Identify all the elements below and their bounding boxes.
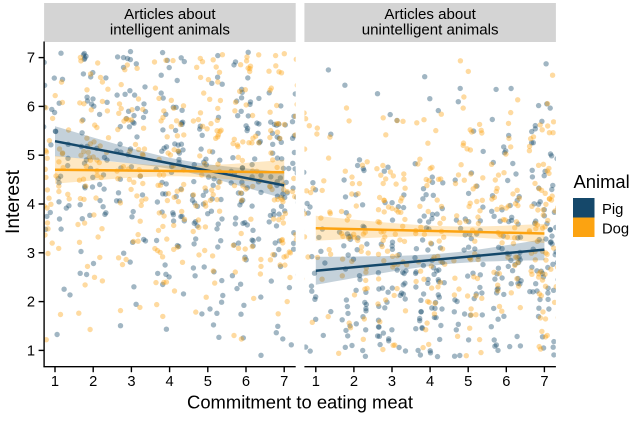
svg-text:6: 6	[27, 99, 35, 115]
svg-text:unintelligent animals: unintelligent animals	[362, 21, 499, 38]
svg-text:1: 1	[312, 374, 320, 390]
svg-text:Commitment to eating meat: Commitment to eating meat	[187, 392, 413, 413]
svg-text:4: 4	[166, 374, 174, 390]
svg-text:3: 3	[127, 374, 135, 390]
svg-text:5: 5	[27, 148, 35, 164]
svg-text:3: 3	[388, 374, 396, 390]
svg-text:Animal: Animal	[574, 171, 630, 192]
svg-text:Dog: Dog	[602, 221, 629, 237]
svg-text:7: 7	[540, 374, 548, 390]
svg-text:2: 2	[89, 374, 97, 390]
svg-text:4: 4	[27, 197, 35, 213]
svg-text:Pig: Pig	[602, 202, 623, 218]
svg-text:4: 4	[426, 374, 434, 390]
svg-text:7: 7	[280, 374, 288, 390]
svg-text:Articles about: Articles about	[384, 6, 476, 23]
svg-text:5: 5	[204, 374, 212, 390]
svg-text:6: 6	[242, 374, 250, 390]
svg-text:3: 3	[27, 246, 35, 262]
svg-text:1: 1	[51, 374, 59, 390]
svg-text:Articles about: Articles about	[124, 6, 216, 23]
svg-text:1: 1	[27, 343, 35, 359]
svg-text:5: 5	[464, 374, 472, 390]
svg-text:2: 2	[350, 374, 358, 390]
svg-text:intelligent animals: intelligent animals	[110, 21, 230, 38]
svg-text:Interest: Interest	[3, 169, 24, 234]
svg-text:2: 2	[27, 295, 35, 311]
svg-text:7: 7	[27, 51, 35, 67]
svg-text:6: 6	[502, 374, 510, 390]
